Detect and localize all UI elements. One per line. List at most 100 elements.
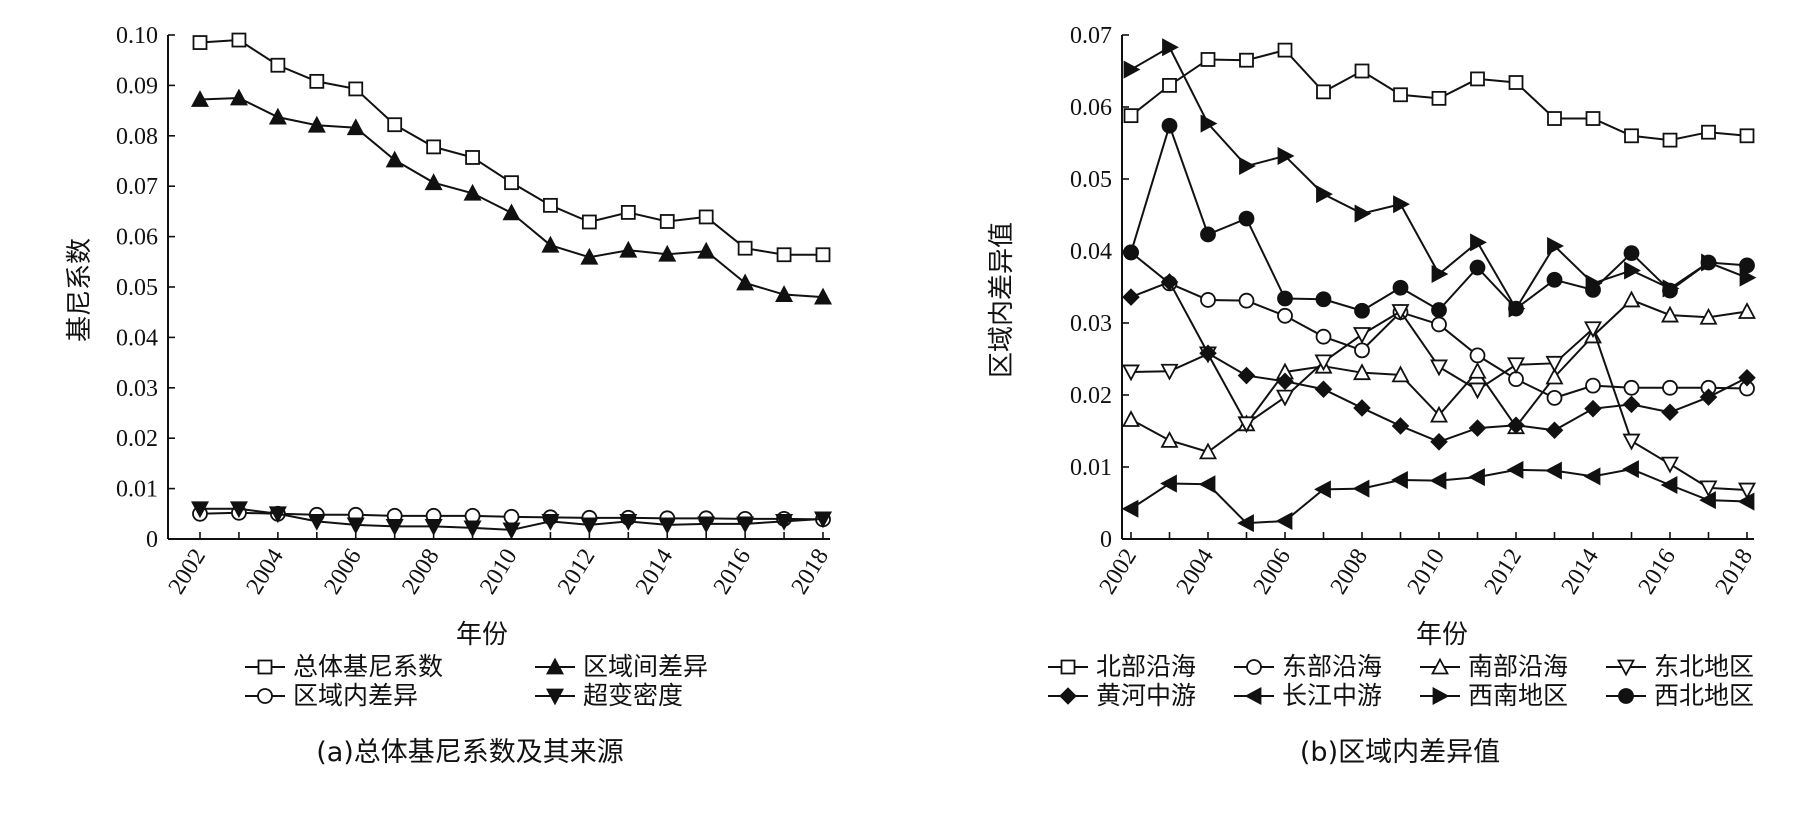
- data-point-a-3: [190, 501, 210, 519]
- legend-label-b: 北部沿海: [1096, 652, 1196, 681]
- x-tick-label-a: 2008: [397, 544, 444, 598]
- x-axis-label-a: 年份: [456, 620, 508, 650]
- legend-label-b: 东北地区: [1654, 652, 1754, 681]
- y-tick-label-a: 0.05: [116, 275, 158, 301]
- data-point-a-1: [619, 240, 638, 258]
- series-a-3: [190, 501, 833, 540]
- data-point-b-3: [1314, 354, 1333, 372]
- data-point-b-4: [1699, 388, 1718, 406]
- legend-marker-b: [1618, 688, 1634, 704]
- data-point-b-2: [1352, 363, 1372, 381]
- y-tick-label-b: 0.03: [1070, 311, 1112, 337]
- data-point-b-3: [1622, 433, 1641, 451]
- data-point-b-7: [1354, 302, 1370, 319]
- data-point-b-0: [1508, 75, 1524, 90]
- data-point-b-7: [1123, 244, 1139, 261]
- data-point-b-5: [1737, 492, 1755, 511]
- x-tick-label-a: 2012: [553, 544, 600, 598]
- data-point-b-7: [1546, 271, 1563, 288]
- legend-label-a: 超变密度: [583, 681, 683, 710]
- x-tick-label-a: 2010: [475, 544, 522, 598]
- series-b-3: [1121, 304, 1757, 500]
- data-point-b-7: [1585, 281, 1601, 298]
- data-point-b-5: [1622, 460, 1639, 479]
- data-point-b-6: [1277, 146, 1295, 165]
- data-point-b-0: [1239, 52, 1254, 68]
- data-point-a-0: [270, 57, 286, 73]
- x-tick-label-a: 2018: [787, 544, 834, 598]
- data-point-b-5: [1121, 499, 1139, 518]
- data-point-a-3: [658, 517, 677, 535]
- legend-label-b: 南部沿海: [1468, 652, 1568, 681]
- data-point-b-5: [1237, 514, 1254, 533]
- data-point-b-7: [1277, 290, 1293, 307]
- y-tick-label-b: 0.05: [1070, 167, 1112, 193]
- y-axis-label-a: 基尼系数: [65, 238, 95, 342]
- data-point-b-5: [1506, 460, 1524, 479]
- data-point-b-3: [1737, 482, 1757, 500]
- data-point-b-0: [1354, 63, 1370, 79]
- data-point-b-6: [1547, 236, 1564, 255]
- data-point-b-4: [1430, 433, 1448, 451]
- data-point-b-6: [1316, 185, 1333, 204]
- data-point-b-1: [1469, 347, 1486, 364]
- data-point-b-6: [1354, 204, 1372, 223]
- x-tick-label-b: 2014: [1557, 544, 1604, 598]
- data-point-b-4: [1199, 344, 1217, 363]
- y-tick-label-b: 0.06: [1070, 95, 1112, 121]
- series-b-4: [1122, 273, 1756, 451]
- data-point-b-0: [1431, 90, 1447, 106]
- data-point-b-3: [1583, 321, 1603, 339]
- data-point-b-0: [1162, 78, 1177, 93]
- data-point-b-1: [1431, 316, 1447, 333]
- data-point-a-1: [346, 118, 365, 136]
- data-point-b-0: [1701, 124, 1716, 140]
- data-point-b-2: [1545, 367, 1564, 385]
- data-point-b-6: [1470, 233, 1487, 252]
- y-tick-label-a: 0: [146, 527, 158, 553]
- data-point-b-0: [1470, 71, 1485, 87]
- data-point-b-5: [1468, 468, 1485, 487]
- data-point-b-7: [1700, 254, 1717, 271]
- data-point-b-2: [1198, 442, 1218, 460]
- data-point-b-3: [1699, 480, 1718, 498]
- legend-marker-b: [1244, 686, 1262, 706]
- data-point-a-3: [307, 513, 326, 531]
- data-point-b-3: [1160, 363, 1179, 381]
- data-point-b-7: [1623, 245, 1640, 262]
- chart-panel-b: 年份 区域内差异值 (b)区域内差异值 0 0.01 0.02 0.03 0.04 0.0…: [987, 23, 1758, 768]
- data-point-b-0: [1123, 108, 1139, 124]
- data-point-a-3: [424, 519, 443, 536]
- data-point-b-7: [1238, 210, 1255, 227]
- data-point-a-3: [502, 522, 521, 540]
- data-point-b-7: [1739, 257, 1755, 274]
- data-point-a-1: [813, 287, 833, 305]
- legend-label-b: 西南地区: [1468, 681, 1568, 710]
- data-point-a-0: [659, 214, 675, 229]
- data-point-b-7: [1200, 226, 1216, 243]
- data-point-b-3: [1660, 456, 1680, 474]
- legend-marker-a: [257, 688, 273, 704]
- data-point-b-4: [1353, 399, 1371, 417]
- data-point-b-4: [1314, 380, 1333, 399]
- y-tick-label-b: 0.07: [1070, 23, 1112, 49]
- data-point-b-1: [1315, 328, 1332, 345]
- y-tick-label-a: 0.10: [116, 23, 158, 49]
- chart-panel-a: 年份 基尼系数 (a)总体基尼系数及其来源 00.010.020.030.040…: [65, 23, 834, 768]
- data-point-a-3: [775, 513, 794, 531]
- data-point-b-0: [1393, 87, 1408, 103]
- data-point-b-6: [1431, 265, 1449, 284]
- data-point-a-3: [813, 511, 833, 529]
- y-tick-label-a: 0.06: [116, 225, 158, 251]
- legend-label-b: 长江中游: [1282, 681, 1382, 710]
- data-point-b-6: [1162, 38, 1179, 57]
- legend-marker-a: [545, 688, 565, 706]
- legend-marker-b: [1060, 659, 1076, 675]
- data-point-a-1: [580, 247, 599, 265]
- legend-marker-a: [545, 657, 565, 675]
- data-point-b-5: [1275, 511, 1293, 531]
- data-point-b-3: [1237, 416, 1256, 434]
- data-point-b-5: [1160, 474, 1177, 493]
